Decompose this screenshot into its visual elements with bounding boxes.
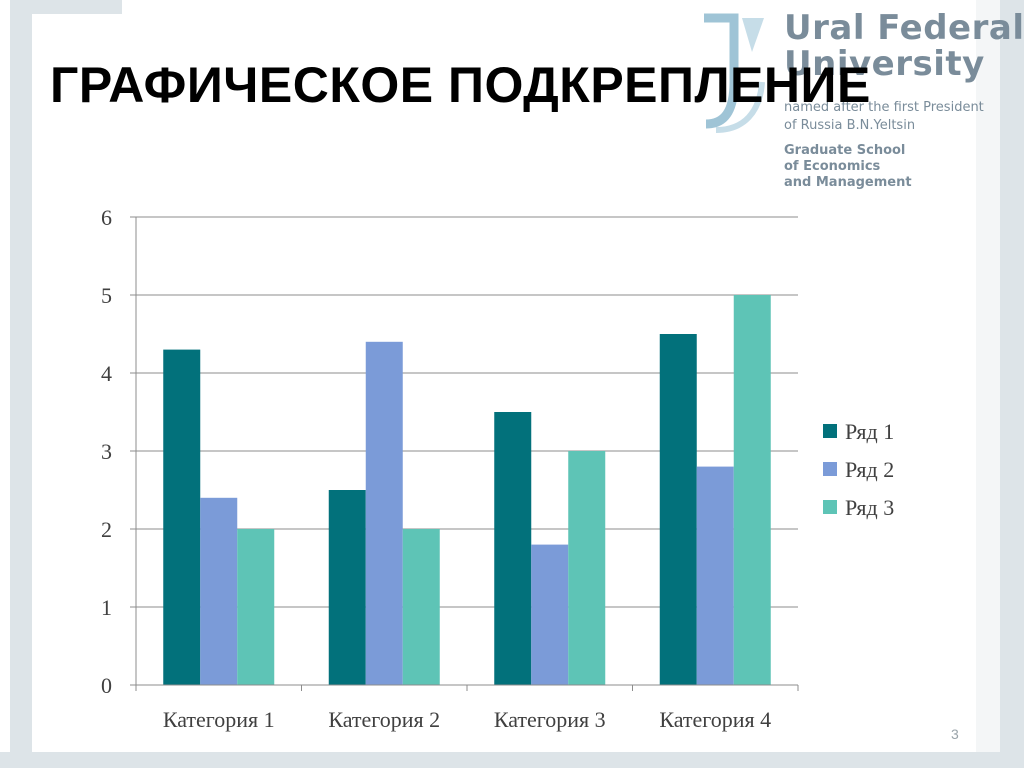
- university-logo: Ural Federal University named after the …: [690, 8, 1024, 198]
- bar-series-2-cat-1: [200, 497, 238, 685]
- slide-title: ГРАФИЧЕСКОЕ ПОДКРЕПЛЕНИЕ: [50, 57, 871, 113]
- bar-series-3-cat-3: [568, 451, 606, 685]
- x-category-label: Категория 2: [328, 707, 440, 732]
- legend-label-2: Ряд 2: [845, 457, 894, 482]
- legend-label-1: Ряд 1: [845, 419, 894, 444]
- bar-series-2-cat-4: [696, 466, 734, 685]
- bar-series-1-cat-3: [494, 412, 532, 685]
- legend-swatch-1: [823, 424, 837, 438]
- bar-series-1-cat-2: [328, 490, 366, 685]
- y-tick-label: 2: [101, 517, 112, 542]
- y-tick-label: 6: [101, 205, 112, 230]
- frame-top-band: [10, 0, 122, 14]
- legend-swatch-3: [823, 500, 837, 514]
- y-tick-label: 4: [101, 361, 112, 386]
- page-number: 3: [951, 726, 959, 742]
- y-tick-label: 3: [101, 439, 112, 464]
- legend-swatch-2: [823, 462, 837, 476]
- bar-series-3-cat-2: [402, 529, 440, 685]
- x-category-label: Категория 1: [163, 707, 275, 732]
- logo-emblem-icon: [704, 13, 765, 133]
- bar-series-3-cat-4: [733, 295, 771, 685]
- frame-right-inner: [976, 0, 1000, 768]
- bar-series-1-cat-4: [659, 334, 697, 685]
- logo-line-5: Graduate School: [784, 143, 906, 158]
- logo-line-6: of Economics: [784, 159, 881, 174]
- bar-series-1-cat-1: [163, 349, 201, 685]
- y-tick-label: 1: [101, 595, 112, 620]
- bar-series-2-cat-3: [531, 544, 569, 685]
- logo-line-7: and Management: [784, 175, 912, 190]
- bar-series-2-cat-2: [365, 341, 403, 685]
- logo-line-3: named after the first President: [784, 100, 984, 115]
- bar-series-3-cat-1: [237, 529, 275, 685]
- y-tick-label: 0: [101, 673, 112, 698]
- legend-label-3: Ряд 3: [845, 495, 894, 520]
- logo-line-2: University: [784, 44, 985, 84]
- y-tick-label: 5: [101, 283, 112, 308]
- frame-left-band: [10, 0, 32, 768]
- x-category-label: Категория 4: [659, 707, 771, 732]
- logo-line-4: of Russia B.N.Yeltsin: [784, 118, 916, 133]
- logo-line-1: Ural Federal: [784, 8, 1024, 48]
- x-category-label: Категория 3: [494, 707, 606, 732]
- frame-bottom-band: [0, 752, 1024, 768]
- frame-right-band: [1000, 0, 1024, 768]
